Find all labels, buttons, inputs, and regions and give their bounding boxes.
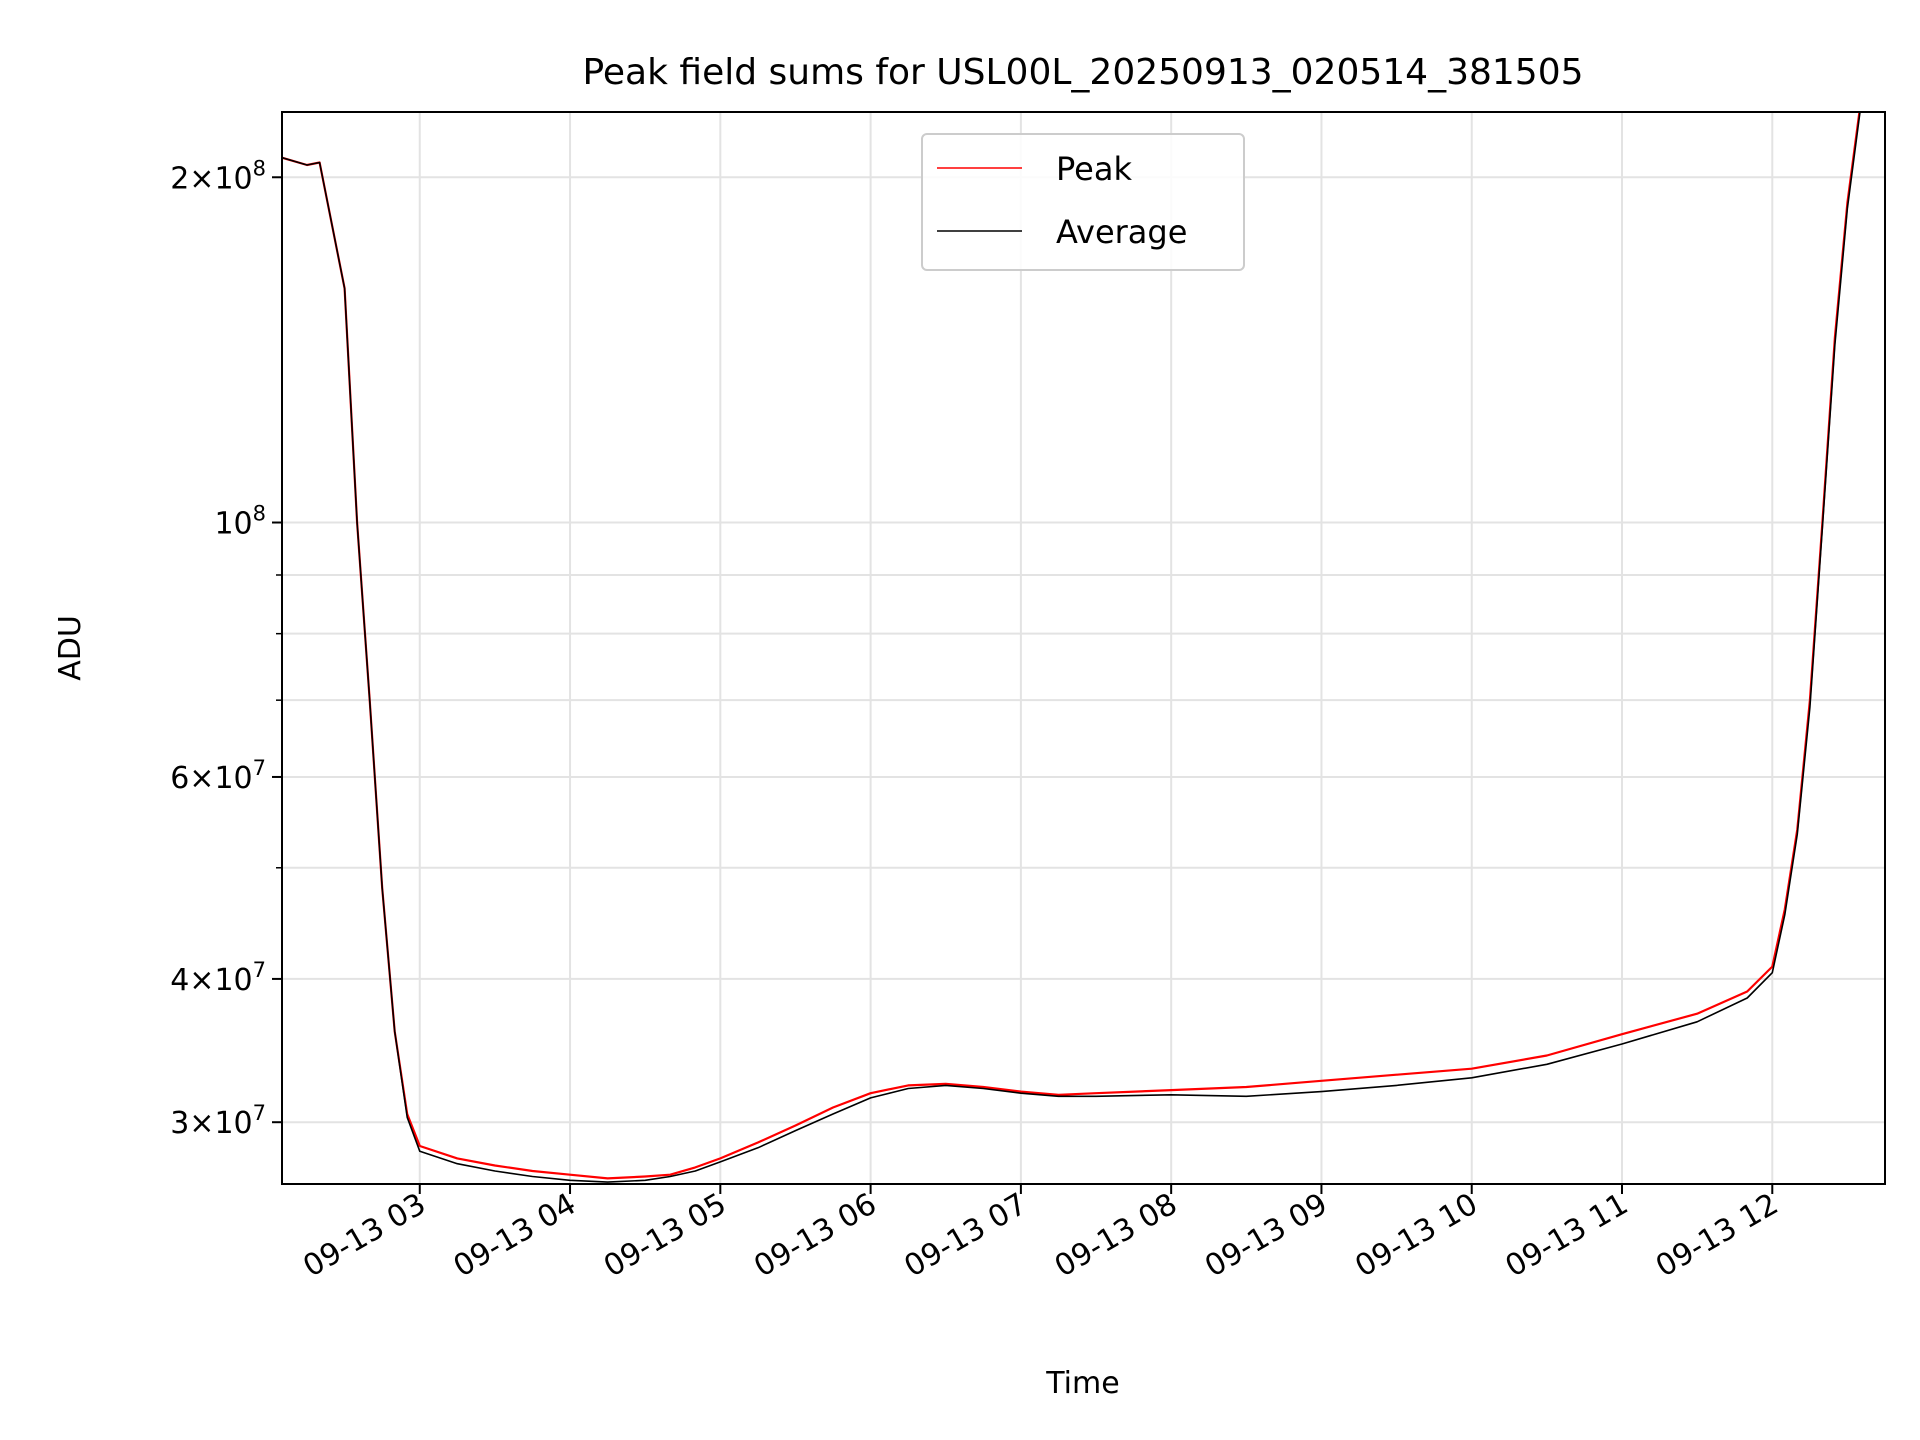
y-axis: 3×107 4×107 6×107 108 2×108: [170, 156, 282, 1141]
y-tick-label: 108: [214, 502, 266, 542]
legend-label-peak: Peak: [1056, 150, 1132, 188]
y-tick-label: 4×107: [170, 958, 266, 998]
series-line-average: [282, 112, 1861, 1183]
y-tick-label: 2×108: [170, 156, 266, 196]
x-axis-label: Time: [1045, 1366, 1119, 1401]
plot-frame: [281, 111, 1886, 1185]
grid: [282, 112, 1885, 1184]
y-tick-label: 3×107: [170, 1101, 266, 1141]
y-axis-label: ADU: [53, 615, 88, 681]
legend: Peak Average: [921, 133, 1245, 271]
series-layer: [282, 112, 1861, 1183]
y-tick-label: 6×107: [170, 756, 266, 796]
chart-title: Peak field sums for USL00L_20250913_0205…: [582, 52, 1583, 93]
legend-label-average: Average: [1056, 213, 1187, 251]
